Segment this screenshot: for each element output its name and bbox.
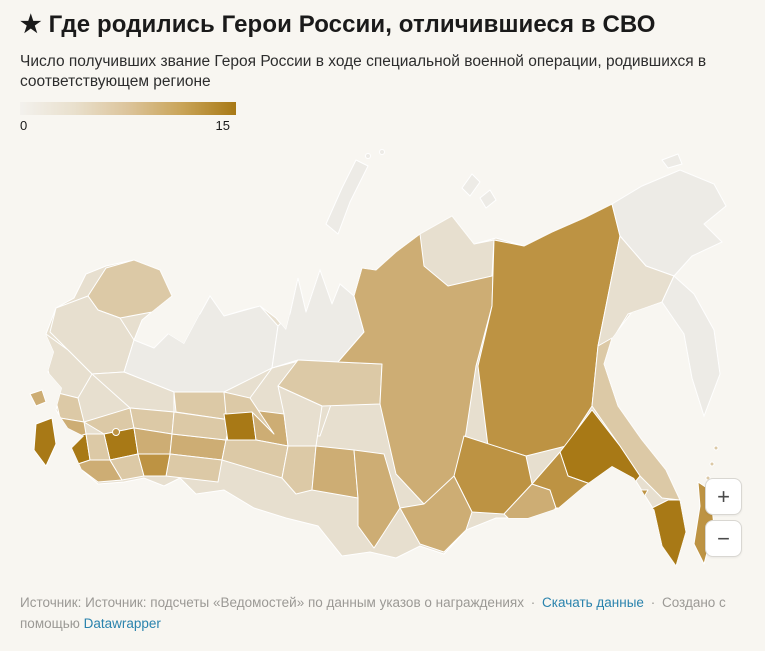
map-region[interactable] bbox=[311, 445, 359, 499]
map-region[interactable] bbox=[399, 475, 473, 553]
map-region[interactable] bbox=[223, 391, 275, 435]
russia-choropleth-map[interactable] bbox=[28, 148, 740, 588]
map-region[interactable] bbox=[661, 153, 683, 169]
color-legend: 0 15 bbox=[20, 101, 236, 133]
map-region[interactable] bbox=[112, 428, 120, 436]
map-region[interactable] bbox=[461, 173, 481, 197]
source-text: Источник: Источник: подсчеты «Ведомостей… bbox=[20, 595, 524, 610]
map-container bbox=[28, 148, 740, 588]
footer-separator: · bbox=[650, 595, 656, 610]
map-region[interactable] bbox=[597, 235, 675, 347]
legend-gradient-bar bbox=[20, 101, 236, 115]
map-region[interactable] bbox=[353, 449, 401, 549]
map-region[interactable] bbox=[137, 453, 171, 477]
map-region[interactable] bbox=[59, 417, 87, 441]
map-region[interactable] bbox=[325, 159, 369, 235]
map-region[interactable] bbox=[29, 389, 47, 407]
map-region[interactable] bbox=[713, 445, 719, 451]
title-text: Где родились Герои России, отличившиеся … bbox=[48, 11, 656, 38]
footer: Источник: Источник: подсчеты «Ведомостей… bbox=[20, 593, 740, 635]
map-region[interactable] bbox=[379, 149, 385, 155]
map-region[interactable] bbox=[661, 275, 721, 417]
map-region[interactable] bbox=[223, 409, 257, 443]
map-zoom-controls: + − bbox=[705, 478, 742, 557]
subtitle: Число получивших звание Героя России в х… bbox=[20, 53, 707, 91]
map-regions-layer bbox=[46, 170, 726, 566]
map-region[interactable] bbox=[479, 189, 497, 209]
page-title: ★ Где родились Герои России, отличившиеся… bbox=[20, 10, 745, 39]
footer-separator: · bbox=[530, 595, 536, 610]
map-region[interactable] bbox=[365, 153, 371, 159]
zoom-out-button[interactable]: − bbox=[705, 520, 742, 557]
download-data-link[interactable]: Скачать данные bbox=[542, 595, 644, 610]
header: ★ Где родились Герои России, отличившиеся… bbox=[0, 0, 765, 93]
star-icon: ★ bbox=[20, 11, 42, 38]
map-region[interactable] bbox=[33, 417, 57, 467]
legend-max-label: 15 bbox=[215, 117, 230, 133]
legend-min-label: 0 bbox=[20, 117, 28, 133]
legend-labels: 0 15 bbox=[20, 118, 236, 133]
credit-text: Создано с помощью bbox=[20, 595, 726, 631]
map-region[interactable] bbox=[627, 489, 649, 505]
datawrapper-link[interactable]: Datawrapper bbox=[83, 615, 161, 631]
zoom-in-button[interactable]: + bbox=[705, 478, 742, 515]
map-region[interactable] bbox=[709, 461, 715, 467]
